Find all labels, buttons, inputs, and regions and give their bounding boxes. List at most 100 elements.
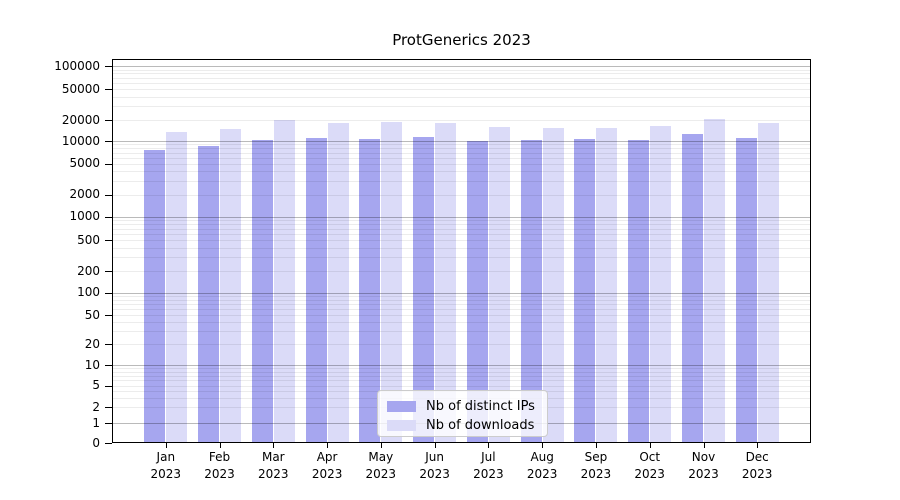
x-tick-mark bbox=[649, 443, 651, 448]
x-tick-label: Sep 2023 bbox=[580, 450, 612, 481]
minor-gridline bbox=[112, 83, 811, 84]
y-tick-label: 20 bbox=[84, 336, 100, 351]
minor-gridline bbox=[112, 106, 811, 108]
minor-gridline bbox=[112, 228, 811, 230]
y-tick-label: 20000 bbox=[61, 112, 100, 127]
minor-gridline bbox=[112, 380, 811, 382]
bar-downloads bbox=[757, 123, 779, 443]
x-tick-label: May 2023 bbox=[365, 450, 397, 481]
minor-gridline bbox=[112, 309, 811, 311]
y-tick-label: 5000 bbox=[69, 156, 100, 170]
y-tick-label: 5 bbox=[92, 378, 100, 392]
bar-distinct-ips bbox=[628, 140, 650, 443]
bar-downloads bbox=[381, 122, 403, 443]
legend-label-downloads: Nb of downloads bbox=[426, 418, 535, 433]
minor-gridline bbox=[112, 171, 811, 172]
y-tick-mark bbox=[105, 443, 112, 444]
x-tick-mark bbox=[488, 443, 490, 448]
x-tick-mark bbox=[703, 443, 705, 448]
minor-gridline bbox=[112, 69, 811, 71]
legend-item-distinct-ips: Nb of distinct IPs bbox=[387, 397, 538, 416]
major-gridline bbox=[112, 365, 811, 366]
bar-distinct-ips bbox=[574, 139, 596, 443]
legend: Nb of distinct IPs Nb of downloads bbox=[377, 390, 548, 437]
minor-gridline bbox=[112, 299, 811, 301]
x-tick-label: Feb 2023 bbox=[204, 450, 235, 481]
y-tick-mark bbox=[105, 344, 112, 345]
minor-gridline bbox=[112, 247, 811, 249]
bar-distinct-ips bbox=[466, 141, 488, 443]
y-tick-mark bbox=[105, 315, 112, 316]
y-tick-label: 10000 bbox=[61, 133, 100, 148]
x-tick-mark bbox=[542, 443, 544, 448]
bar-distinct-ips bbox=[413, 136, 435, 443]
y-tick-label: 50 bbox=[84, 307, 100, 322]
bar-downloads bbox=[166, 132, 188, 443]
y-tick-mark bbox=[105, 194, 112, 196]
x-tick-mark bbox=[434, 443, 436, 448]
y-tick-mark bbox=[105, 163, 112, 165]
y-tick-label: 2000 bbox=[69, 187, 100, 201]
bar-distinct-ips bbox=[735, 138, 757, 443]
y-tick-label: 500 bbox=[77, 232, 100, 247]
minor-gridline bbox=[112, 385, 811, 387]
y-tick-label: 1000 bbox=[69, 209, 100, 223]
y-tick-mark bbox=[105, 216, 112, 218]
bar-downloads bbox=[488, 126, 510, 443]
minor-gridline bbox=[112, 157, 811, 159]
minor-gridline bbox=[112, 163, 811, 165]
bar-downloads bbox=[542, 127, 564, 443]
x-tick-label: Jun 2023 bbox=[419, 450, 450, 481]
x-tick-label: Nov 2023 bbox=[688, 450, 719, 481]
minor-gridline bbox=[112, 240, 811, 241]
minor-gridline bbox=[112, 233, 811, 235]
minor-gridline bbox=[112, 220, 811, 222]
legend-item-downloads: Nb of downloads bbox=[387, 416, 538, 435]
bar-downloads bbox=[650, 125, 672, 443]
minor-gridline bbox=[112, 224, 811, 226]
y-tick-mark bbox=[105, 407, 112, 408]
minor-gridline bbox=[112, 331, 811, 333]
x-tick-mark bbox=[757, 443, 759, 448]
x-tick-mark bbox=[380, 443, 382, 448]
minor-gridline bbox=[112, 375, 811, 377]
x-tick-label: Oct 2023 bbox=[634, 450, 665, 481]
minor-gridline bbox=[112, 194, 811, 196]
minor-gridline bbox=[112, 120, 811, 121]
minor-gridline bbox=[112, 344, 811, 345]
minor-gridline bbox=[112, 73, 811, 75]
major-gridline bbox=[112, 216, 811, 218]
minor-gridline bbox=[112, 148, 811, 150]
x-tick-label: Jul 2023 bbox=[473, 450, 504, 481]
legend-label-distinct-ips: Nb of distinct IPs bbox=[426, 399, 535, 414]
x-tick-mark bbox=[273, 443, 275, 448]
x-tick-label: Jan 2023 bbox=[150, 450, 182, 481]
y-tick-label: 50000 bbox=[61, 81, 100, 96]
y-tick-label: 1 bbox=[92, 415, 100, 430]
y-tick-mark bbox=[105, 141, 112, 142]
bar-distinct-ips bbox=[682, 134, 703, 443]
minor-gridline bbox=[112, 96, 811, 98]
bar-distinct-ips bbox=[251, 139, 273, 443]
bar-distinct-ips bbox=[520, 139, 542, 443]
y-tick-label: 2 bbox=[92, 399, 100, 414]
minor-gridline bbox=[112, 315, 811, 316]
y-tick-label: 200 bbox=[77, 263, 100, 278]
bar-distinct-ips bbox=[144, 149, 166, 443]
y-tick-mark bbox=[105, 89, 112, 90]
y-tick-label: 0 bbox=[92, 435, 100, 450]
legend-swatch-downloads bbox=[387, 420, 416, 431]
x-tick-label: Aug 2023 bbox=[526, 450, 558, 481]
legend-swatch-distinct-ips bbox=[387, 401, 416, 412]
minor-gridline bbox=[112, 271, 811, 272]
bar-downloads bbox=[273, 120, 295, 443]
y-tick-mark bbox=[105, 365, 112, 366]
y-tick-mark bbox=[105, 271, 112, 272]
y-tick-mark bbox=[105, 423, 112, 424]
minor-gridline bbox=[112, 180, 811, 182]
y-tick-label: 10 bbox=[84, 357, 100, 372]
x-tick-mark bbox=[219, 443, 221, 448]
major-gridline bbox=[112, 292, 811, 294]
